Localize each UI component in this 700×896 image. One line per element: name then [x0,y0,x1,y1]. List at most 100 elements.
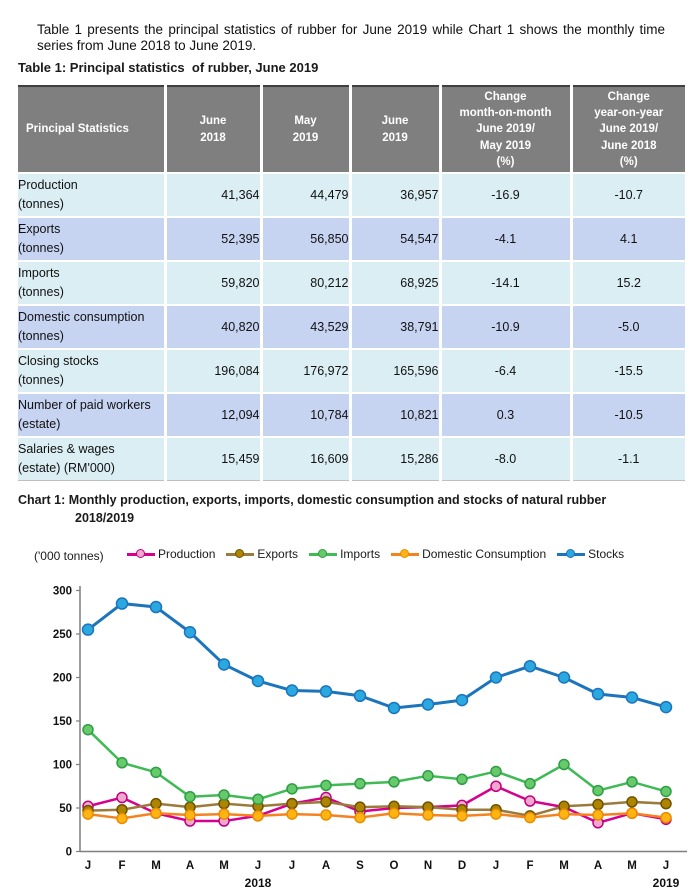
series-stocks-point [557,671,571,684]
legend-label-imports: Imports [340,547,381,561]
x-tick-label: J [663,860,669,872]
series-domestic-consumption-point [388,807,400,819]
x-tick-label: A [594,860,602,872]
series-domestic-consumption-point [558,808,570,820]
legend-item-domestic-consumption: Domestic Consumption [391,547,546,561]
x-tick-label: M [627,860,637,872]
table-cell: 10,784 [261,392,352,437]
table-cell: 15,286 [350,436,442,481]
column-header: June 2019 [350,86,442,173]
table-cell: 80,212 [261,260,352,305]
series-domestic-consumption-point [218,808,230,820]
legend-item-exports: Exports [226,547,298,561]
chart-plot: 0 50 100 150 200 250 300 J F M A M J J A S O N D J F M A M J 2018… [53,586,687,890]
series-stocks-line [87,602,667,710]
y-axis-unit-label: ('000 tonnes) [34,549,104,563]
header-row: Principal Statistics June 2018 May 2019 Jun… [18,86,685,173]
x-tick-label: J [85,860,91,872]
table-cell: 40,820 [165,304,263,349]
row-label: Closing stocks (tonnes) [18,348,167,393]
legend-item-stocks: Stocks [557,547,624,561]
x-tick-label: F [526,860,533,872]
series-imports-point [490,765,502,778]
row-label: Domestic consumption (tonnes) [18,304,167,349]
series-production-point [116,791,128,804]
table-cell: -4.1 [440,216,573,261]
legend-label-stocks: Stocks [588,547,625,561]
chart-title: Chart 1: Monthly production, exports, im… [18,492,696,527]
legend-item-production: Production [127,547,215,561]
series-exports-point [286,797,298,810]
series-imports-point [116,757,128,769]
table-cell: 38,791 [350,304,442,349]
intro-paragraph: Table 1 presents the principal statistic… [37,21,665,53]
table-cell: 12,094 [165,392,263,437]
series-domestic-consumption-point [422,809,434,821]
y-tick-label: 100 [53,760,72,772]
series-stocks-point [659,700,673,714]
legend-dot-stocks [566,549,576,558]
series-imports-point [184,790,196,803]
series-stocks-point [625,691,639,704]
series-imports-point [558,758,570,771]
legend-marker-stocks [557,549,586,558]
legend-dot-imports [318,549,328,558]
y-tick-label: 50 [59,803,72,815]
x-tick-label: M [559,860,569,872]
series-production-point [524,795,536,807]
column-header: Change month-on-month June 2019/ May 201… [440,86,573,173]
series-domestic-consumption-point [150,807,162,819]
statistics-table: Principal Statistics June 2018 May 2019 Jun… [18,85,685,481]
table-row: Production (tonnes) 41,364 44,479 36,957 -16… [18,172,685,217]
series-imports-point [626,776,638,788]
series-domestic-consumption-point [252,810,264,822]
series-stocks-point [387,701,401,715]
table-row: Exports (tonnes) 52,395 56,850 54,547 -4.1 4.… [18,216,685,261]
y-tick-label: 250 [53,629,72,641]
legend-item-imports: Imports [309,547,380,561]
series-domestic-consumption-point [320,809,332,821]
series-domestic-consumption-point [660,811,672,824]
series-domestic-consumption-point [116,812,128,825]
table-header: Principal Statistics June 2018 May 2019 Jun… [18,86,685,173]
series-domestic-consumption-point [456,810,468,822]
column-header: Principal Statistics [18,86,167,173]
series-imports-point [354,777,366,790]
table-cell: -8.0 [440,436,573,481]
series-stocks-point [285,684,299,697]
legend-label-production: Production [158,547,216,561]
series-stocks-point [183,626,197,639]
series-exports-point [660,797,672,810]
table-cell: 176,972 [261,348,352,393]
series-imports-point [320,779,332,792]
table-cell: -10.9 [440,304,573,349]
legend-dot-exports [235,549,245,558]
series-domestic-consumption-point [354,811,366,824]
legend-dot-domestic-consumption [400,549,410,558]
legend-marker-domestic-consumption [391,549,420,558]
series-stocks-point [489,671,503,684]
series-domestic-consumption-point [626,807,638,819]
chart-title-line1: Chart 1: Monthly production, exports, im… [18,493,607,507]
series-stocks-point [523,659,537,673]
legend-label-exports: Exports [257,547,299,561]
x-tick-label: N [424,860,432,872]
x-tick-label: M [219,860,229,872]
x-tick-label: A [186,860,194,872]
y-tick-label: 150 [53,716,72,728]
legend-label-domestic-consumption: Domestic Consumption [422,547,547,561]
table-cell: -14.1 [440,260,573,305]
series-domestic-consumption-point [184,809,196,821]
x-tick-label: M [151,860,161,872]
series-domestic-consumption-point [286,808,298,820]
chart-legend: Production Exports Imports Domestic Consump… [127,547,624,561]
table-cell: -10.7 [571,172,685,217]
row-label: Number of paid workers (estate) [18,392,167,437]
row-label: Exports (tonnes) [18,216,167,261]
x-tick-label: O [390,860,399,872]
series-imports-point [592,784,604,797]
x-year-label: 2019 [653,876,680,890]
series-exports-point [320,796,332,808]
table-cell: 4.1 [571,216,685,261]
series-stocks-point [319,685,333,698]
